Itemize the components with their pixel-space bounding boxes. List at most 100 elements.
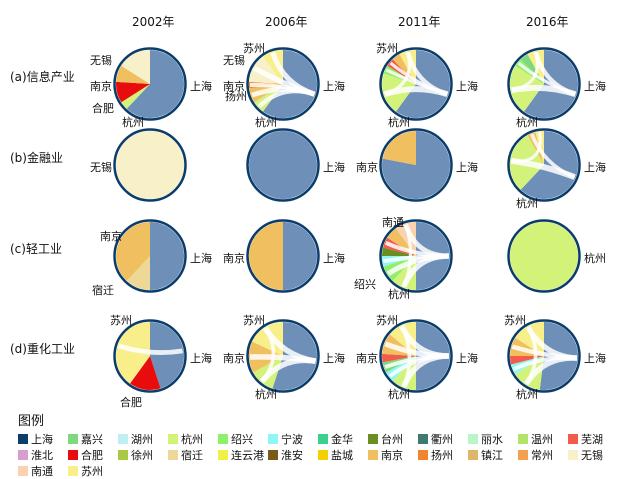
sector-上海	[249, 131, 317, 199]
legend-swatch	[18, 434, 28, 444]
legend-label: 徐州	[131, 449, 153, 462]
city-label: 南京	[223, 80, 245, 93]
city-label: 杭州	[388, 388, 410, 401]
legend-swatch	[68, 434, 78, 444]
city-label: 杭州	[255, 388, 277, 401]
chord-diagram	[379, 128, 453, 202]
chord-link	[384, 354, 450, 370]
city-label: 上海	[584, 161, 606, 174]
legend-label: 台州	[381, 433, 403, 446]
legend-swatch	[368, 434, 378, 444]
row-label: (b)金融业	[10, 151, 63, 165]
city-label: 苏州	[110, 314, 132, 327]
legend-item: 合肥	[68, 447, 103, 463]
outer-ring	[246, 47, 320, 121]
chord-link	[511, 132, 542, 163]
legend-swatch	[518, 434, 528, 444]
city-label: 无锡	[90, 54, 112, 67]
chord-diagram	[379, 319, 453, 393]
legend-swatch	[68, 450, 78, 460]
city-label: 南京	[100, 230, 122, 243]
sector-上海	[283, 222, 317, 290]
chord-diagram	[113, 47, 187, 121]
city-label: 南京	[90, 80, 112, 93]
city-label: 南京	[356, 161, 378, 174]
legend-item: 杭州	[168, 431, 203, 447]
legend-label: 宿迁	[181, 449, 203, 462]
city-label: 杭州	[388, 116, 410, 129]
chord-diagram	[246, 319, 320, 393]
legend-label: 镇江	[481, 449, 503, 462]
chord-link	[530, 133, 576, 179]
outer-ring	[507, 128, 581, 202]
city-label: 苏州	[243, 42, 265, 55]
outer-ring	[379, 128, 453, 202]
sector-无锡	[121, 50, 150, 84]
legend-label: 常州	[531, 449, 553, 462]
legend-label: 衢州	[431, 433, 453, 446]
legend-swatch	[68, 466, 78, 476]
legend-item: 嘉兴	[68, 431, 103, 447]
legend-label: 南京	[381, 449, 403, 462]
outer-ring	[507, 219, 581, 293]
legend-item: 连云港	[218, 447, 264, 463]
sector-南京	[249, 222, 283, 290]
legend-item: 衢州	[418, 431, 453, 447]
chord-diagram	[379, 47, 453, 121]
sector-上海	[381, 131, 450, 199]
legend-label: 苏州	[81, 465, 103, 478]
city-label: 上海	[190, 252, 212, 265]
chord-link	[512, 355, 578, 371]
legend-label: 淮安	[281, 449, 303, 462]
city-label: 上海	[456, 80, 478, 93]
legend-swatch	[118, 450, 128, 460]
legend-label: 金华	[331, 433, 353, 446]
legend-item: 南通	[18, 463, 53, 479]
chord-diagram	[246, 128, 320, 202]
city-label: 无锡	[90, 161, 112, 174]
sector-合肥	[116, 81, 150, 103]
legend-item: 湖州	[118, 431, 153, 447]
city-label: 上海	[190, 80, 212, 93]
legend-swatch	[268, 434, 278, 444]
chord-link	[511, 51, 539, 92]
city-label: 上海	[584, 352, 606, 365]
row-label: (a)信息产业	[10, 70, 75, 84]
chord-diagram	[507, 47, 581, 121]
sector-南京	[115, 222, 150, 281]
legend-swatch	[568, 434, 578, 444]
city-label: 无锡	[223, 54, 245, 67]
city-label: 上海	[190, 352, 212, 365]
legend-label: 无锡	[581, 449, 603, 462]
year-header: 2002年	[132, 15, 175, 29]
legend-label: 嘉兴	[81, 433, 103, 446]
legend-swatch	[368, 450, 378, 460]
row-label: (d)重化工业	[10, 342, 75, 356]
year-header: 2006年	[265, 15, 308, 29]
chord-diagram	[507, 128, 581, 202]
chord-link	[384, 241, 450, 258]
legend-item: 镇江	[468, 447, 503, 463]
chord-link	[517, 61, 576, 96]
city-label: 杭州	[122, 116, 144, 129]
legend-swatch	[318, 434, 328, 444]
year-header: 2016年	[526, 15, 569, 29]
city-label: 上海	[584, 80, 606, 93]
legend-label: 南通	[31, 465, 53, 478]
chord-link	[249, 82, 316, 97]
city-label: 杭州	[516, 388, 538, 401]
legend-item: 台州	[368, 431, 403, 447]
legend-item: 无锡	[568, 447, 603, 463]
sector-苏州	[252, 322, 283, 356]
city-label: 苏州	[376, 42, 398, 55]
legend-swatch	[318, 450, 328, 460]
city-label: 南京	[356, 352, 378, 365]
sector-上海	[126, 50, 184, 119]
sector-无锡	[116, 131, 184, 199]
city-label: 苏州	[376, 314, 398, 327]
sector-宿迁	[126, 256, 150, 290]
legend-item: 南京	[368, 447, 403, 463]
sector-苏州	[263, 50, 283, 84]
city-label: 扬州	[225, 90, 247, 103]
